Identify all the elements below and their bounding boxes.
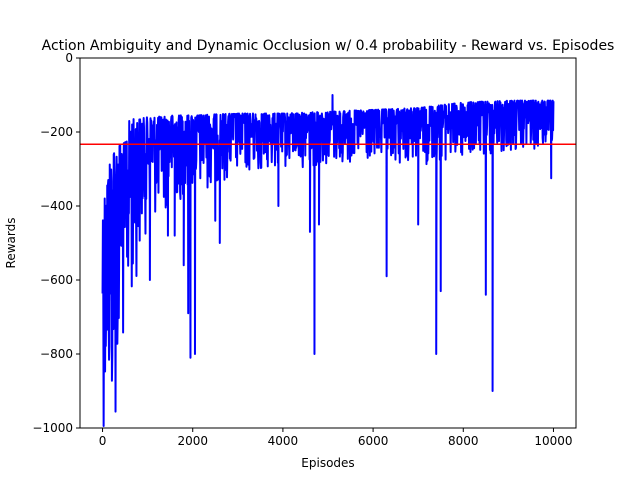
x-tick-label: 4000	[268, 434, 299, 448]
chart-title: Action Ambiguity and Dynamic Occlusion w…	[42, 38, 615, 54]
y-tick-label: −800	[40, 347, 73, 361]
x-axis-label: Episodes	[301, 456, 354, 470]
x-tick-label: 8000	[448, 434, 479, 448]
x-axis-ticks: 0 2000 4000 6000 8000 10000	[99, 428, 573, 448]
plot-frame	[79, 57, 577, 429]
series-line	[101, 94, 555, 427]
x-tick-label: 10000	[534, 434, 572, 448]
y-axis-label: Rewards	[4, 218, 18, 269]
y-tick-label: −200	[40, 125, 73, 139]
x-tick-label: 0	[99, 434, 107, 448]
y-tick-label: 0	[65, 51, 73, 65]
y-tick-label: −1000	[32, 421, 73, 435]
y-tick-label: −400	[40, 199, 73, 213]
y-axis-ticks: 0 −200 −400 −600 −800 −1000	[32, 51, 80, 435]
y-tick-label: −600	[40, 273, 73, 287]
x-tick-label: 2000	[177, 434, 208, 448]
series-layer	[101, 94, 555, 427]
x-tick-label: 6000	[358, 434, 389, 448]
